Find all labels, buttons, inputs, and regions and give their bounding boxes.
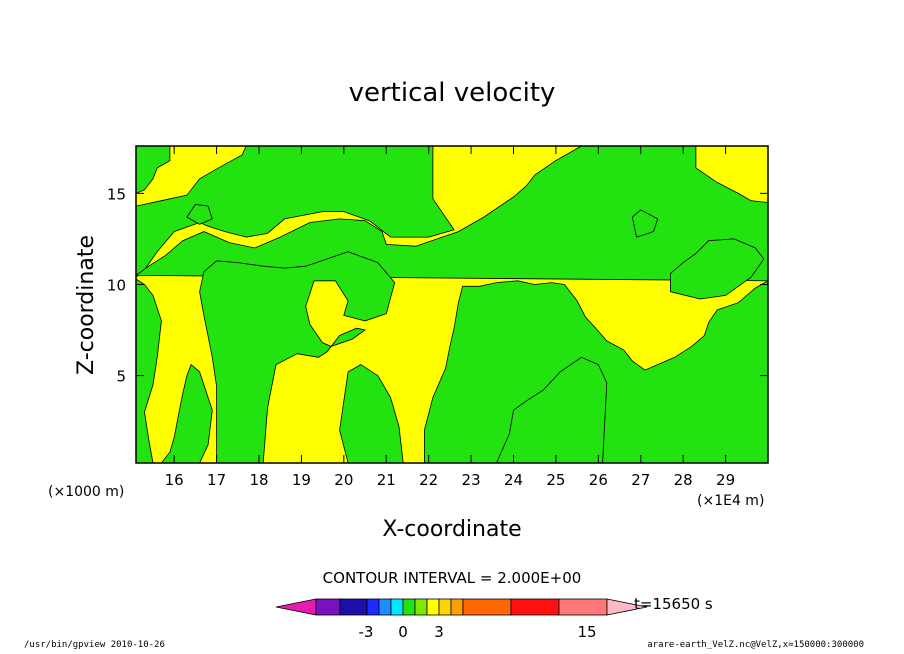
green-contour-region-4 (160, 363, 213, 463)
colorbar-segment (450, 598, 464, 616)
colorbar-segment (378, 598, 392, 616)
x-tick-label: 21 (377, 471, 396, 489)
colorbar-left-arrow (275, 598, 317, 616)
colorbar-segment (402, 598, 416, 616)
x-tick-label: 26 (589, 471, 608, 489)
colorbar-tick-label: -3 (359, 623, 374, 641)
x-unit-right-label: (×1E4 m) (697, 493, 764, 509)
green-contour-region-5 (199, 251, 396, 463)
x-tick-label: 19 (292, 471, 311, 489)
y-tick-label: 15 (107, 185, 126, 203)
colorbar-right-arrow (606, 598, 648, 616)
colorbar-segment (462, 598, 512, 616)
x-tick-label: 27 (631, 471, 650, 489)
green-contour-region-3 (136, 278, 162, 463)
green-contour-region-2 (136, 146, 768, 463)
contour-interval-label: CONTOUR INTERVAL = 2.000E+00 (323, 569, 582, 587)
colorbar-segment (414, 598, 428, 616)
colorbar-segment (390, 598, 404, 616)
colorbar-segment (558, 598, 608, 616)
green-contour-region-6 (339, 364, 404, 463)
y-axis-ticks: 5 10 15 (107, 185, 768, 386)
chart-title: vertical velocity (349, 78, 556, 108)
footer-left: /usr/bin/gpview 2010-10-26 (24, 640, 165, 650)
green-contour-region-0 (136, 146, 171, 194)
colorbar-segment (438, 598, 452, 616)
x-tick-label: 17 (207, 471, 226, 489)
x-tick-label: 24 (504, 471, 523, 489)
x-unit-left-label: (×1000 m) (48, 484, 124, 500)
green-contour-region-7 (631, 209, 659, 238)
colorbar-segment (426, 598, 440, 616)
x-tick-label: 29 (716, 471, 735, 489)
time-label: t=15650 s (634, 595, 713, 613)
x-axis-ticks: 16 17 18 19 20 21 22 23 24 25 26 27 28 29 (165, 146, 735, 489)
x-tick-label: 18 (249, 471, 268, 489)
plot-area (135, 145, 769, 464)
plot-frame (135, 145, 769, 464)
colorbar-tick-label: 15 (577, 623, 596, 641)
green-contour-region-8 (670, 238, 765, 300)
y-axis-label: Z-coordinate (74, 235, 99, 375)
green-contour-region-9 (186, 203, 213, 225)
x-tick-label: 23 (462, 471, 481, 489)
x-tick-label: 25 (546, 471, 565, 489)
colorbar-segment (315, 598, 341, 616)
colorbar-segment (366, 598, 380, 616)
colorbar-tick-label: 0 (398, 623, 408, 641)
colorbar-tick-label: 3 (434, 623, 444, 641)
y-tick-label: 10 (107, 276, 126, 294)
colorbar (275, 598, 648, 616)
x-axis-label: X-coordinate (382, 517, 521, 542)
green-contour-region-1 (136, 146, 455, 278)
colorbar-segment (510, 598, 560, 616)
contour-fill-layer (136, 146, 768, 463)
x-tick-label: 28 (674, 471, 693, 489)
x-tick-label: 20 (334, 471, 353, 489)
colorbar-tick-labels: -3 0 3 15 (359, 623, 597, 641)
x-tick-label: 16 (165, 471, 184, 489)
y-tick-label: 5 (116, 368, 126, 386)
footer-right: arare-earth_VelZ.nc@VelZ,x=150000:300000 (647, 640, 864, 650)
colorbar-segment (339, 598, 368, 616)
x-tick-label: 22 (419, 471, 438, 489)
